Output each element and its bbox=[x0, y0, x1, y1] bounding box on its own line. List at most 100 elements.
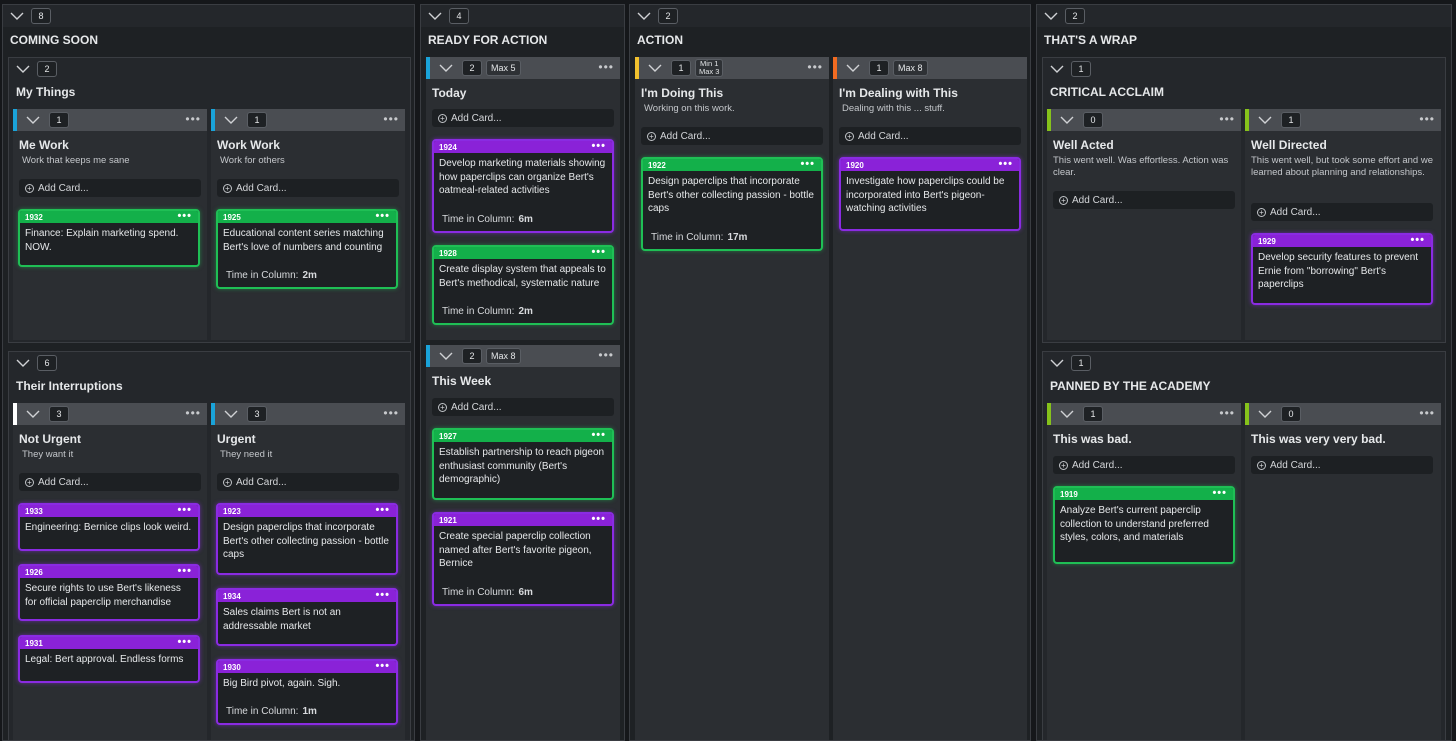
lane-panned-by-the-academy: 1 PANNED BY THE ACADEMY 1 ••• This was b… bbox=[1042, 351, 1446, 740]
more-options-icon[interactable]: ••• bbox=[1212, 487, 1227, 499]
chevron-down-icon[interactable] bbox=[436, 345, 456, 367]
chevron-down-icon[interactable] bbox=[7, 5, 27, 27]
chevron-down-icon[interactable] bbox=[23, 109, 43, 131]
column-title: ACTION bbox=[637, 33, 683, 47]
lane-title: My Things bbox=[16, 85, 76, 99]
more-options-icon[interactable]: ••• bbox=[1419, 112, 1435, 126]
chevron-down-icon[interactable] bbox=[634, 5, 654, 27]
add-card-button[interactable]: + Add Card... bbox=[19, 473, 201, 491]
card[interactable]: 1932 ••• Finance: Explain marketing spend… bbox=[18, 209, 200, 267]
time-label: Time in Column: bbox=[226, 706, 299, 717]
add-card-button[interactable]: + Add Card... bbox=[1053, 456, 1235, 474]
card[interactable]: 1931 ••• Legal: Bert approval. Endless fo… bbox=[18, 635, 200, 683]
card-header: 1928 ••• bbox=[434, 247, 612, 259]
more-options-icon[interactable]: ••• bbox=[800, 158, 815, 170]
more-options-icon[interactable]: ••• bbox=[185, 406, 201, 420]
add-card-label: Add Card... bbox=[236, 182, 287, 194]
card-count: 0 bbox=[1083, 112, 1103, 128]
card-header: 1922 ••• bbox=[643, 159, 821, 171]
add-card-button[interactable]: + Add Card... bbox=[1251, 456, 1433, 474]
add-card-button[interactable]: + Add Card... bbox=[1251, 203, 1433, 221]
card[interactable]: 1921 ••• Create special paperclip collect… bbox=[432, 512, 614, 606]
card[interactable]: 1934 ••• Sales claims Bert is not an addr… bbox=[216, 588, 398, 646]
add-card-button[interactable]: + Add Card... bbox=[432, 398, 614, 416]
add-card-button[interactable]: + Add Card... bbox=[1053, 191, 1235, 209]
card[interactable]: 1928 ••• Create display system that appea… bbox=[432, 245, 614, 325]
more-options-icon[interactable]: ••• bbox=[591, 429, 606, 441]
card-header: 1923 ••• bbox=[218, 505, 396, 517]
chevron-down-icon[interactable] bbox=[1255, 403, 1275, 425]
lane-header-bar: 0 ••• bbox=[1047, 109, 1241, 131]
chevron-down-icon[interactable] bbox=[645, 57, 665, 79]
more-options-icon[interactable]: ••• bbox=[1419, 406, 1435, 420]
lane-not-urgent: 3 ••• Not Urgent They want it + Add Card.… bbox=[13, 403, 207, 740]
add-card-button[interactable]: + Add Card... bbox=[19, 179, 201, 197]
more-options-icon[interactable]: ••• bbox=[383, 112, 399, 126]
add-card-button[interactable]: + Add Card... bbox=[432, 109, 614, 127]
add-card-button[interactable]: + Add Card... bbox=[217, 179, 399, 197]
chevron-down-icon[interactable] bbox=[425, 5, 445, 27]
more-options-icon[interactable]: ••• bbox=[1219, 112, 1235, 126]
more-options-icon[interactable]: ••• bbox=[177, 504, 192, 516]
more-options-icon[interactable]: ••• bbox=[591, 140, 606, 152]
more-options-icon[interactable]: ••• bbox=[177, 565, 192, 577]
chevron-down-icon[interactable] bbox=[1057, 109, 1077, 131]
chevron-down-icon[interactable] bbox=[13, 352, 33, 374]
more-options-icon[interactable]: ••• bbox=[1219, 406, 1235, 420]
card[interactable]: 1926 ••• Secure rights to use Bert's like… bbox=[18, 564, 200, 621]
chevron-down-icon[interactable] bbox=[221, 403, 241, 425]
more-options-icon[interactable]: ••• bbox=[383, 406, 399, 420]
card[interactable]: 1919 ••• Analyze Bert's current paperclip… bbox=[1053, 486, 1235, 564]
card-id: 1932 bbox=[25, 212, 43, 222]
time-in-column: Time in Column: 2m bbox=[226, 270, 317, 281]
chevron-down-icon[interactable] bbox=[843, 57, 863, 79]
more-options-icon[interactable]: ••• bbox=[998, 158, 1013, 170]
card-count: 1 bbox=[1083, 406, 1103, 422]
card-id: 1926 bbox=[25, 567, 43, 577]
chevron-down-icon[interactable] bbox=[1041, 5, 1061, 27]
more-options-icon[interactable]: ••• bbox=[598, 60, 614, 74]
more-options-icon[interactable]: ••• bbox=[375, 660, 390, 672]
chevron-down-icon[interactable] bbox=[221, 109, 241, 131]
more-options-icon[interactable]: ••• bbox=[598, 348, 614, 362]
card-header: 1933 ••• bbox=[20, 505, 198, 517]
card[interactable]: 1930 ••• Big Bird pivot, again. Sigh. Tim… bbox=[216, 659, 398, 725]
card[interactable]: 1920 ••• Investigate how paperclips could… bbox=[839, 157, 1021, 231]
more-options-icon[interactable]: ••• bbox=[177, 636, 192, 648]
chevron-down-icon[interactable] bbox=[1047, 352, 1067, 374]
chevron-down-icon[interactable] bbox=[13, 58, 33, 80]
more-options-icon[interactable]: ••• bbox=[375, 210, 390, 222]
more-options-icon[interactable]: ••• bbox=[591, 246, 606, 258]
card[interactable]: 1923 ••• Design paperclips that incorpora… bbox=[216, 503, 398, 575]
more-options-icon[interactable]: ••• bbox=[1410, 234, 1425, 246]
lane-color-stripe bbox=[426, 57, 430, 79]
chevron-down-icon[interactable] bbox=[1047, 58, 1067, 80]
card[interactable]: 1922 ••• Design paperclips that incorpora… bbox=[641, 157, 823, 251]
chevron-down-icon[interactable] bbox=[1057, 403, 1077, 425]
card[interactable]: 1925 ••• Educational content series match… bbox=[216, 209, 398, 289]
card[interactable]: 1924 ••• Develop marketing materials show… bbox=[432, 139, 614, 233]
more-options-icon[interactable]: ••• bbox=[375, 504, 390, 516]
more-options-icon[interactable]: ••• bbox=[591, 513, 606, 525]
add-card-button[interactable]: + Add Card... bbox=[217, 473, 399, 491]
more-options-icon[interactable]: ••• bbox=[807, 60, 823, 74]
column-ready-for-action: 4 READY FOR ACTION 2 Max 5 ••• Today + Ad… bbox=[420, 4, 625, 741]
card-count: 6 bbox=[37, 355, 57, 371]
add-card-button[interactable]: + Add Card... bbox=[839, 127, 1021, 145]
add-card-label: Add Card... bbox=[1270, 206, 1321, 218]
lane-color-stripe bbox=[13, 109, 17, 131]
card[interactable]: 1927 ••• Establish partnership to reach p… bbox=[432, 428, 614, 500]
card[interactable]: 1929 ••• Develop security features to pre… bbox=[1251, 233, 1433, 305]
card[interactable]: 1933 ••• Engineering: Bernice clips look … bbox=[18, 503, 200, 551]
card-text: Develop marketing materials showing how … bbox=[439, 158, 606, 196]
more-options-icon[interactable]: ••• bbox=[177, 210, 192, 222]
column-title: READY FOR ACTION bbox=[428, 33, 548, 47]
more-options-icon[interactable]: ••• bbox=[185, 112, 201, 126]
time-value: 1m bbox=[302, 706, 317, 717]
add-card-button[interactable]: + Add Card... bbox=[641, 127, 823, 145]
chevron-down-icon[interactable] bbox=[23, 403, 43, 425]
more-options-icon[interactable]: ••• bbox=[375, 589, 390, 601]
chevron-down-icon[interactable] bbox=[436, 57, 456, 79]
lane-title: This was very very bad. bbox=[1251, 432, 1386, 446]
chevron-down-icon[interactable] bbox=[1255, 109, 1275, 131]
